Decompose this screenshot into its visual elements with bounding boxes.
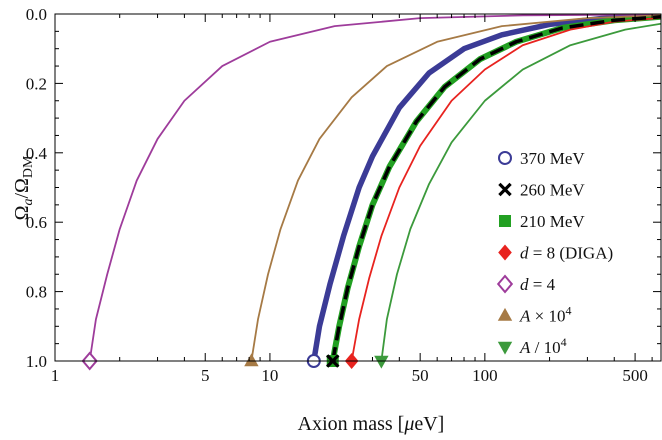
y-tick-label: 1.0 — [26, 352, 47, 371]
series-line-370-mev — [311, 14, 661, 361]
legend-label-d-8-diga: d = 8 (DIGA) — [520, 244, 613, 263]
x-axis-label: Axion mass [μeV] — [298, 413, 445, 435]
y-tick-label: 0.8 — [26, 283, 47, 302]
series-line-210-mev — [329, 14, 661, 361]
legend-label-370-mev: 370 MeV — [520, 149, 585, 168]
data-point-a-10-4 — [244, 353, 259, 367]
y-tick-label: 0.0 — [26, 5, 47, 24]
legend-label-a-10-4: A × 104 — [519, 304, 571, 326]
series-line-a-10-4 — [250, 14, 661, 361]
series-line-d-8-diga — [350, 16, 661, 361]
x-tick-label: 500 — [622, 366, 648, 385]
x-tick-label: 50 — [412, 366, 429, 385]
legend-marker-370-mev — [498, 151, 512, 165]
y-tick-label: 0.4 — [26, 144, 48, 163]
y-tick-label: 0.6 — [26, 213, 47, 232]
x-tick-label: 10 — [261, 366, 278, 385]
legend: 370 MeV 260 MeV 210 MeV d = 8 (DIGA) d = 4 A … — [496, 149, 613, 357]
series-line-a-10-4 — [380, 22, 661, 361]
x-tick-label: 1 — [51, 366, 60, 385]
y-axis-label: Ωa/ΩDM — [11, 155, 36, 220]
legend-label-260-mev: 260 MeV — [520, 181, 585, 200]
series-layer — [88, 14, 661, 361]
legend-marker-a-10-4 — [497, 307, 513, 321]
legend-marker-d-8-diga — [498, 244, 512, 261]
series-line-260-mev — [331, 15, 661, 361]
axes-layer: 1 5 10 50 100 500 0.0 0.2 0.4 0.6 0.8 1.0 — [26, 5, 662, 385]
data-point-a-10-4 — [374, 355, 389, 369]
x-tick-label: 100 — [472, 366, 498, 385]
legend-marker-d-4 — [496, 274, 514, 294]
legend-label-d-4: d = 4 — [520, 275, 556, 294]
y-tick-label: 0.2 — [26, 74, 47, 93]
legend-label-a-10-4: A / 104 — [519, 335, 567, 357]
x-tick-label: 5 — [201, 366, 210, 385]
legend-label-210-mev: 210 MeV — [520, 212, 585, 231]
legend-marker-a-10-4 — [497, 341, 513, 355]
legend-marker-210-mev — [499, 215, 511, 227]
legend-marker-260-mev — [498, 182, 512, 197]
